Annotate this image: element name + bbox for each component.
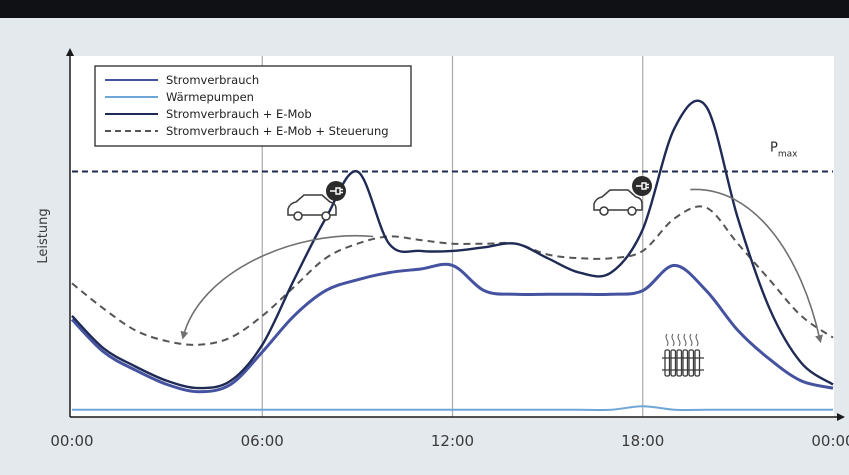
car-wheel <box>293 211 303 221</box>
car-wheel <box>627 206 637 216</box>
series-line-1 <box>70 262 834 394</box>
car-wheel <box>321 211 331 221</box>
shift-arrow-evening <box>690 188 823 344</box>
radiator-fin <box>694 349 701 377</box>
legend-label-3: Stromverbrauch + E-Mob <box>166 107 312 121</box>
heat-wave <box>695 333 699 347</box>
plug-symbol <box>330 187 343 195</box>
legend-label-1: Stromverbrauch <box>166 73 259 87</box>
legend-label-2: Wärmepumpen <box>166 90 254 104</box>
x-tick-label: 06:00 <box>241 432 284 450</box>
x-axis-arrow <box>837 413 845 421</box>
x-tick-label: 18:00 <box>621 432 664 450</box>
car-wheel <box>599 206 609 216</box>
x-tick-label: 12:00 <box>431 432 474 450</box>
top-bar <box>0 0 849 18</box>
radiator-fin <box>688 349 695 377</box>
x-tick-label: 00:00 <box>811 432 849 450</box>
heat-wave <box>683 333 687 347</box>
car-body <box>593 189 643 211</box>
series-line-2 <box>72 405 833 412</box>
series-line-4 <box>71 205 834 346</box>
y-axis-label: Leistung <box>36 208 51 263</box>
radiator-fin <box>664 349 671 377</box>
e-car-icon <box>287 181 346 221</box>
e-car-icon <box>593 176 652 216</box>
heat-wave <box>677 333 681 347</box>
legend-label-4: Stromverbrauch + E-Mob + Steuerung <box>166 124 389 138</box>
shift-arrow-morning <box>180 234 374 340</box>
radiator-fin <box>676 349 683 377</box>
heat-wave <box>671 333 675 347</box>
radiator-icon <box>662 333 704 377</box>
y-axis-arrow <box>66 48 74 56</box>
x-tick-label: 00:00 <box>50 432 93 450</box>
radiator-fin <box>682 349 689 377</box>
pmax-subscript: max <box>778 150 798 160</box>
radiator-fin <box>670 349 677 377</box>
car-body <box>287 194 337 216</box>
heat-wave <box>689 333 693 347</box>
heat-wave <box>665 333 669 347</box>
plug-symbol <box>636 182 649 190</box>
series-line-3 <box>71 99 834 390</box>
